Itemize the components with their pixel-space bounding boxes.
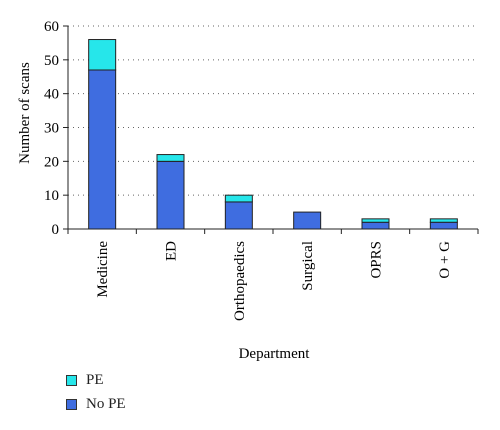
bars	[88, 39, 458, 230]
x-tick-label: Medicine	[95, 241, 111, 298]
bar-no-pe-oprs	[361, 221, 390, 230]
bar-pe-ed	[156, 154, 185, 162]
stacked-bar-chart: 0 10 20 30 40 50 60 Medicine ED Orthopaedics Surg…	[17, 19, 479, 362]
y-tick-label: 20	[44, 154, 59, 170]
bar-no-pe-orthopaedics	[224, 201, 253, 230]
legend-label-pe: PE	[86, 371, 104, 388]
y-tick-label: 30	[44, 121, 59, 137]
bar-no-pe-surgical	[293, 211, 322, 230]
gridlines	[68, 25, 478, 196]
x-tick-label: O + G	[437, 241, 453, 279]
axes	[63, 25, 479, 234]
x-tick-label: OPRS	[369, 241, 385, 279]
bar-no-pe-ed	[156, 160, 185, 230]
bar-pe-o-g	[429, 218, 458, 223]
bar-pe-oprs	[361, 218, 390, 223]
x-tick-labels: Medicine ED Orthopaedics Surgical OPRS O + G	[95, 241, 453, 321]
bar-pe-orthopaedics	[224, 194, 253, 203]
y-tick-label: 10	[44, 188, 59, 204]
legend-label-no-pe: No PE	[86, 395, 126, 412]
legend: PE No PE	[66, 368, 126, 416]
x-tick-label: Orthopaedics	[232, 241, 248, 321]
y-tick-label: 50	[44, 53, 59, 69]
legend-swatch-pe	[66, 374, 77, 386]
y-tick-label: 60	[44, 19, 59, 35]
y-tick-labels: 0 10 20 30 40 50 60	[44, 19, 59, 238]
legend-item-no-pe: No PE	[66, 392, 126, 416]
legend-item-pe: PE	[66, 368, 126, 392]
bar-pe-medicine	[88, 39, 117, 71]
bar-no-pe-medicine	[88, 69, 117, 230]
y-tick-label: 40	[44, 87, 59, 103]
bar-no-pe-o-g	[429, 221, 458, 230]
y-tick-label: 0	[52, 222, 60, 238]
x-axis-label: Department	[239, 346, 311, 362]
x-tick-label: Surgical	[300, 241, 316, 291]
legend-swatch-no-pe	[66, 398, 77, 410]
x-tick-label: ED	[164, 241, 180, 261]
y-axis-label: Number of scans	[17, 62, 33, 164]
